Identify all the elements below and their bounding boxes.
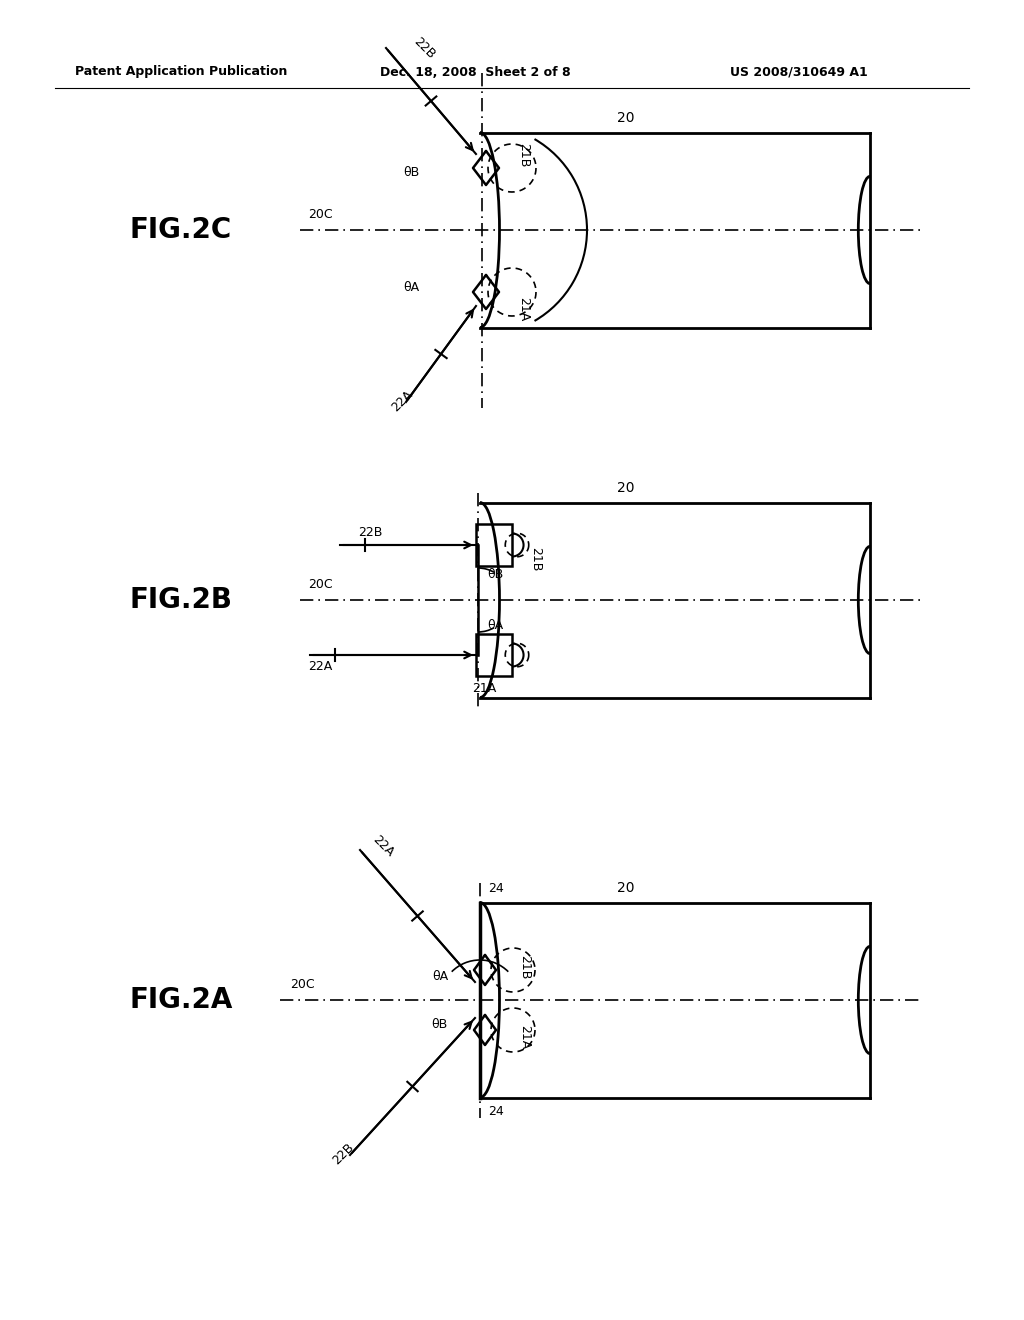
Text: θB: θB (487, 568, 504, 581)
Text: 24: 24 (488, 882, 504, 895)
Text: FIG.2B: FIG.2B (130, 586, 233, 614)
Text: 22A: 22A (371, 833, 396, 859)
Text: 22B: 22B (412, 36, 438, 62)
Text: θB: θB (432, 1018, 449, 1031)
Text: 20C: 20C (308, 578, 333, 590)
Text: 20: 20 (616, 882, 634, 895)
Text: 21B: 21B (529, 546, 543, 572)
Text: 21B: 21B (518, 954, 531, 979)
Text: 20: 20 (616, 482, 634, 495)
Text: 21A: 21A (517, 297, 530, 321)
Text: US 2008/310649 A1: US 2008/310649 A1 (730, 66, 867, 78)
Text: θA: θA (487, 619, 504, 632)
Text: 20: 20 (616, 111, 634, 125)
Text: θB: θB (403, 166, 419, 178)
Text: 24: 24 (488, 1105, 504, 1118)
Text: θA: θA (403, 281, 419, 294)
Text: 21A: 21A (518, 1026, 531, 1049)
Text: 22A: 22A (308, 660, 332, 673)
Text: 20C: 20C (290, 978, 314, 990)
Text: 22B: 22B (358, 527, 382, 540)
Text: Dec. 18, 2008  Sheet 2 of 8: Dec. 18, 2008 Sheet 2 of 8 (380, 66, 570, 78)
Text: FIG.2A: FIG.2A (130, 986, 233, 1014)
Text: 20C: 20C (308, 207, 333, 220)
Text: 21A: 21A (472, 681, 497, 694)
Text: 22A: 22A (389, 388, 416, 414)
Text: 21B: 21B (517, 143, 530, 168)
Text: θA: θA (432, 969, 449, 982)
Bar (476, 524, 512, 566)
Text: Patent Application Publication: Patent Application Publication (75, 66, 288, 78)
Text: FIG.2C: FIG.2C (130, 216, 232, 244)
Bar (476, 634, 512, 676)
Text: 22B: 22B (331, 1142, 356, 1168)
